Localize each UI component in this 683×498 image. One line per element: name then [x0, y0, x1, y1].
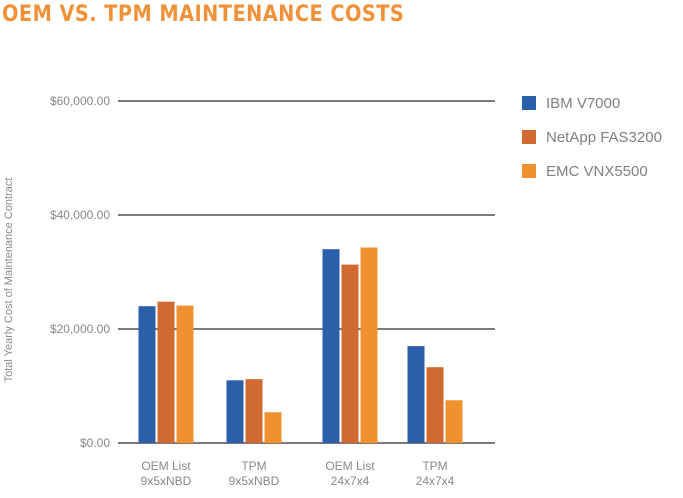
y-tick-label: $20,000.00	[50, 322, 110, 336]
x-category-label: OEM List	[141, 459, 191, 473]
y-tick-label: $0.00	[80, 436, 110, 450]
legend-label: IBM V7000	[546, 95, 620, 112]
bar-netapp-fas3200-3	[426, 367, 444, 443]
bar-netapp-fas3200-0	[157, 301, 175, 443]
bars	[138, 247, 463, 443]
bar-ibm-v7000-3	[407, 346, 425, 443]
bar-emc-vnx5500-1	[264, 412, 282, 443]
x-category-label: 9x5xNBD	[229, 474, 280, 488]
y-tick-label: $40,000.00	[50, 208, 110, 222]
legend: IBM V7000 NetApp FAS3200 EMC VNX5500	[522, 95, 662, 180]
legend-label: EMC VNX5500	[546, 163, 648, 180]
legend-swatch	[522, 130, 536, 144]
legend-label: NetApp FAS3200	[546, 129, 662, 146]
bar-netapp-fas3200-2	[341, 264, 359, 443]
y-axis-ticks: $0.00 $20,000.00 $40,000.00 $60,000.00	[50, 94, 110, 450]
y-tick-label: $60,000.00	[50, 94, 110, 108]
x-category-label: TPM	[241, 459, 266, 473]
legend-swatch	[522, 96, 536, 110]
y-axis-label: Total Yearly Cost of Maintenance Contrac…	[3, 178, 15, 383]
bar-ibm-v7000-1	[226, 380, 244, 443]
x-category-label: 24x7x4	[331, 474, 370, 488]
bar-emc-vnx5500-3	[445, 400, 463, 443]
bar-ibm-v7000-2	[322, 249, 340, 443]
x-category-label: OEM List	[325, 459, 375, 473]
bar-ibm-v7000-0	[138, 306, 156, 443]
x-category-label: 9x5xNBD	[141, 474, 192, 488]
bar-emc-vnx5500-2	[360, 247, 378, 443]
bar-emc-vnx5500-0	[176, 305, 194, 443]
legend-swatch	[522, 164, 536, 178]
bar-netapp-fas3200-1	[245, 379, 263, 443]
x-category-label: 24x7x4	[416, 474, 455, 488]
x-category-label: TPM	[422, 459, 447, 473]
chart-title: OEM VS. TPM MAINTENANCE COSTS	[2, 2, 405, 27]
